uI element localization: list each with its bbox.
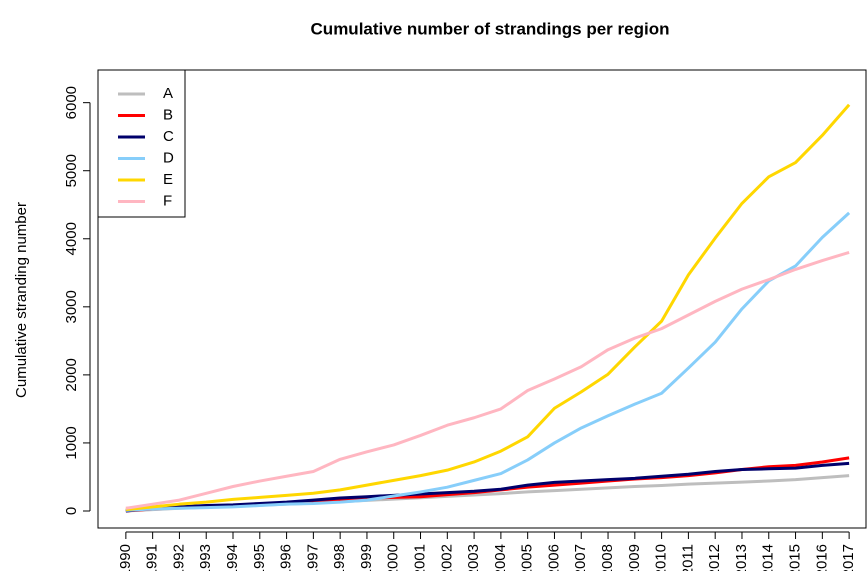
x-tick-label: 2008 bbox=[599, 544, 616, 571]
legend-label: D bbox=[163, 149, 174, 166]
x-tick-label: 2013 bbox=[733, 544, 750, 571]
x-tick-label: 1995 bbox=[251, 544, 268, 571]
x-tick-label: 2002 bbox=[438, 544, 455, 571]
line-series bbox=[125, 461, 850, 513]
x-tick-label: 1994 bbox=[224, 544, 241, 571]
x-tick-label: 2001 bbox=[411, 544, 428, 571]
x-tick-label: 2006 bbox=[545, 544, 562, 571]
x-tick-label: 1991 bbox=[144, 544, 161, 571]
legend-label: F bbox=[163, 192, 172, 209]
y-tick-label: 4000 bbox=[63, 222, 80, 255]
x-tick-label: 1993 bbox=[197, 544, 214, 571]
legend-label: E bbox=[163, 171, 173, 188]
x-tick-label: 2004 bbox=[492, 544, 509, 571]
x-tick-label: 2016 bbox=[813, 544, 830, 571]
y-tick-label: 2000 bbox=[63, 358, 80, 391]
x-tick-label: 1998 bbox=[331, 544, 348, 571]
line-series bbox=[125, 456, 850, 513]
line-series bbox=[125, 103, 851, 512]
y-tick-label: 0 bbox=[63, 507, 80, 515]
x-tick-label: 1990 bbox=[117, 544, 134, 571]
line-series bbox=[125, 250, 850, 510]
y-axis-label: Cumulative stranding number bbox=[13, 202, 30, 398]
x-tick-label: 2011 bbox=[679, 544, 696, 571]
x-tick-label: 2012 bbox=[706, 544, 723, 571]
x-tick-label: 2017 bbox=[840, 544, 857, 571]
y-tick-label: 5000 bbox=[63, 154, 80, 187]
y-tick-label: 3000 bbox=[63, 290, 80, 323]
x-tick-label: 2005 bbox=[519, 544, 536, 571]
x-tick-label: 2015 bbox=[787, 544, 804, 571]
legend-label: B bbox=[163, 106, 173, 123]
x-tick-label: 2009 bbox=[626, 544, 643, 571]
legend-label: A bbox=[163, 85, 173, 102]
line-series bbox=[125, 211, 851, 512]
y-tick-label: 1000 bbox=[63, 426, 80, 459]
x-tick-label: 2010 bbox=[653, 544, 670, 571]
x-tick-label: 2003 bbox=[465, 544, 482, 571]
x-tick-label: 1999 bbox=[358, 544, 375, 571]
x-tick-label: 1992 bbox=[170, 544, 187, 571]
x-tick-label: 2007 bbox=[572, 544, 589, 571]
x-tick-label: 2000 bbox=[385, 544, 402, 571]
x-tick-label: 1996 bbox=[278, 544, 295, 571]
legend-label: C bbox=[163, 128, 174, 145]
x-tick-label: 2014 bbox=[760, 544, 777, 571]
y-tick-label: 6000 bbox=[63, 86, 80, 119]
plot-frame bbox=[97, 69, 867, 529]
chart-title: Cumulative number of strandings per regi… bbox=[311, 19, 670, 38]
x-tick-label: 1997 bbox=[304, 544, 321, 571]
